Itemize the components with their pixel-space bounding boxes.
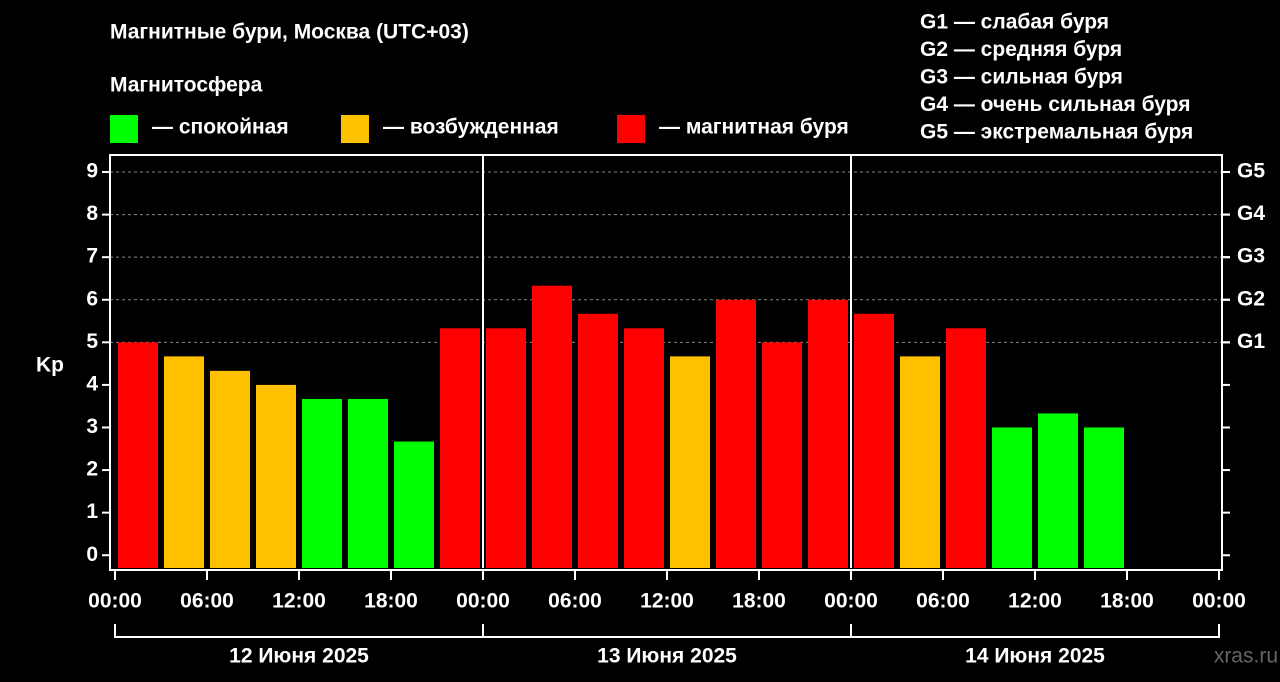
x-tick-label: 00:00 — [456, 590, 510, 613]
y-tick-label: 3 — [86, 415, 98, 438]
bar — [670, 356, 710, 568]
x-tick-label: 18:00 — [1100, 590, 1154, 613]
storm-level-label: G3 — сильная буря — [920, 66, 1123, 89]
storm-level-label: G5 — экстремальная буря — [920, 121, 1193, 144]
bar — [808, 299, 848, 568]
day-label: 13 Июня 2025 — [597, 645, 737, 668]
bar — [1038, 413, 1078, 568]
bar — [992, 427, 1032, 568]
y-tick-label: 1 — [86, 500, 98, 523]
x-tick-label: 18:00 — [364, 590, 418, 613]
bar — [348, 398, 388, 568]
y2-tick-label: G5 — [1237, 160, 1265, 183]
bar — [394, 441, 434, 568]
y-tick-label: 7 — [86, 245, 98, 268]
bar — [854, 313, 894, 568]
bar — [762, 342, 802, 568]
legend-label: — магнитная буря — [659, 116, 849, 139]
legend-swatch — [341, 115, 369, 143]
day-label: 14 Июня 2025 — [965, 645, 1105, 668]
legend-swatch — [617, 115, 645, 143]
chart-title: Магнитные бури, Москва (UTC+03) — [110, 21, 469, 44]
x-tick-label: 00:00 — [1192, 590, 1246, 613]
y2-tick-label: G3 — [1237, 245, 1265, 268]
y2-tick-label: G4 — [1237, 202, 1265, 225]
bar — [624, 328, 664, 568]
legend-title: Магнитосфера — [110, 74, 263, 97]
watermark: xras.ru — [1214, 645, 1278, 668]
legend-label: — спокойная — [152, 116, 289, 139]
bar — [302, 398, 342, 568]
x-tick-label: 00:00 — [88, 590, 142, 613]
x-tick-label: 06:00 — [548, 590, 602, 613]
y2-tick-label: G2 — [1237, 287, 1265, 310]
y-axis-label: Kp — [36, 354, 64, 377]
y2-tick-label: G1 — [1237, 330, 1265, 353]
bar — [946, 328, 986, 568]
legend-swatch — [110, 115, 138, 143]
x-tick-label: 12:00 — [272, 590, 326, 613]
bar — [210, 370, 250, 568]
storm-level-label: G2 — средняя буря — [920, 38, 1122, 61]
y-tick-label: 8 — [86, 202, 98, 225]
bar — [578, 313, 618, 568]
legend-label: — возбужденная — [383, 116, 559, 139]
y-tick-label: 9 — [86, 160, 98, 183]
bar — [256, 384, 296, 568]
bar — [716, 299, 756, 568]
x-tick-label: 06:00 — [916, 590, 970, 613]
x-tick-label: 12:00 — [640, 590, 694, 613]
bar — [900, 356, 940, 568]
bar — [486, 328, 526, 568]
x-tick-label: 18:00 — [732, 590, 786, 613]
storm-level-label: G4 — очень сильная буря — [920, 93, 1190, 116]
y-tick-label: 2 — [86, 458, 98, 481]
x-tick-label: 00:00 — [824, 590, 878, 613]
y-tick-label: 5 — [86, 330, 98, 353]
y-tick-label: 4 — [86, 372, 98, 395]
y-tick-label: 6 — [86, 287, 98, 310]
y-tick-label: 0 — [86, 543, 98, 566]
bar — [1084, 427, 1124, 568]
bar — [532, 285, 572, 568]
bar — [164, 356, 204, 568]
x-tick-label: 12:00 — [1008, 590, 1062, 613]
storm-level-label: G1 — слабая буря — [920, 11, 1109, 34]
bar — [118, 342, 158, 568]
day-label: 12 Июня 2025 — [229, 645, 369, 668]
bar — [440, 328, 480, 568]
x-tick-label: 06:00 — [180, 590, 234, 613]
